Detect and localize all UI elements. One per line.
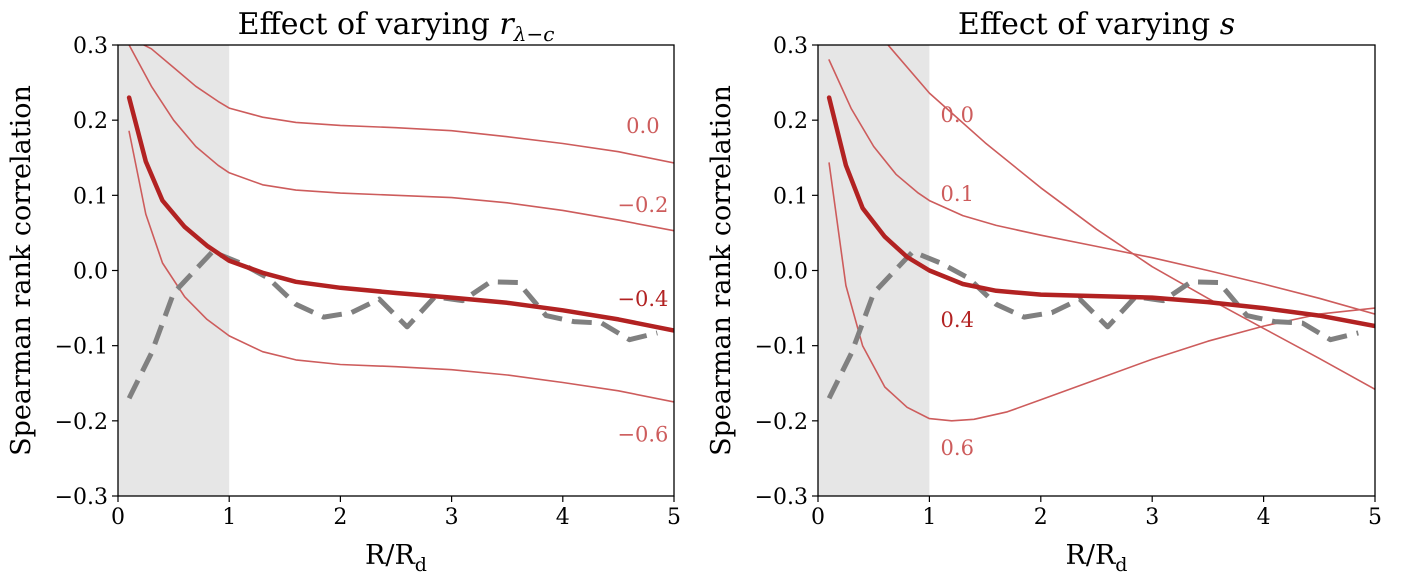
curve-label: 0.0 (626, 114, 659, 138)
series-line-curve-3 (828, 162, 1375, 422)
panel-2: 0.0 0.1 0.4 0.6 0 1 2 3 4 5 0.3 0.2 0.1 0.0 −0.1 −0.2 −0… (706, 7, 1382, 576)
y-tick-label: 0.1 (73, 184, 108, 209)
series-line-curve-3 (128, 130, 674, 403)
y-tick-label: −0.1 (755, 335, 808, 360)
y-tick-label: −0.2 (55, 410, 108, 435)
y-axis-label: Spearman rank correlation (706, 85, 737, 456)
chart-title: Effect of varying s (958, 7, 1235, 42)
y-tick-label: 0.2 (773, 109, 808, 134)
x-tick-label: 2 (1034, 505, 1048, 530)
series-line-curve-0 (887, 45, 1375, 391)
x-tick-label: 1 (922, 505, 936, 530)
y-tick-label: −0.3 (55, 485, 108, 510)
panel-1: 0.0 −0.2 −0.4 −0.6 0 1 2 3 4 5 0.3 0.2 0.1 0.0 −0.1 −0.… (6, 7, 681, 576)
chart-title: Effect of varying rλ−c (238, 7, 555, 46)
y-tick-label: −0.1 (55, 335, 108, 360)
x-tick-label: 5 (1368, 505, 1382, 530)
curve-label: 0.4 (941, 308, 974, 332)
curve-label: −0.4 (617, 287, 668, 311)
x-tick-label: 2 (333, 505, 347, 530)
curve-label: −0.2 (617, 193, 668, 217)
series-line-curve-1 (128, 45, 674, 232)
curve-label: 0.1 (941, 182, 974, 206)
y-tick-label: 0.0 (773, 260, 808, 285)
series-line-curve-1 (828, 59, 1375, 315)
y-tick-label: 0.3 (773, 34, 808, 59)
x-tick-label: 4 (556, 505, 570, 530)
series-line-curve-2 (826, 95, 1375, 329)
x-tick-label: 3 (1145, 505, 1159, 530)
y-tick-label: −0.2 (755, 410, 808, 435)
x-axis-label: R/Rd (365, 540, 427, 576)
curve-label: −0.6 (617, 422, 668, 446)
series-line-curve-0 (142, 45, 674, 164)
y-tick-label: 0.3 (73, 34, 108, 59)
y-tick-label: −0.3 (755, 485, 808, 510)
y-tick-label: 0.2 (73, 109, 108, 134)
x-tick-label: 4 (1257, 505, 1271, 530)
x-tick-label: 5 (667, 505, 681, 530)
x-tick-label: 1 (222, 505, 236, 530)
x-tick-label: 0 (111, 505, 125, 530)
x-tick-label: 3 (445, 505, 459, 530)
x-axis-label: R/Rd (1066, 540, 1128, 576)
series-line-curve-2 (126, 95, 674, 333)
y-tick-label: 0.0 (73, 260, 108, 285)
y-axis-label: Spearman rank correlation (6, 85, 37, 456)
curve-label: 0.0 (941, 103, 974, 127)
x-tick-label: 0 (811, 505, 825, 530)
y-tick-label: 0.1 (773, 184, 808, 209)
curve-label: 0.6 (941, 436, 974, 460)
